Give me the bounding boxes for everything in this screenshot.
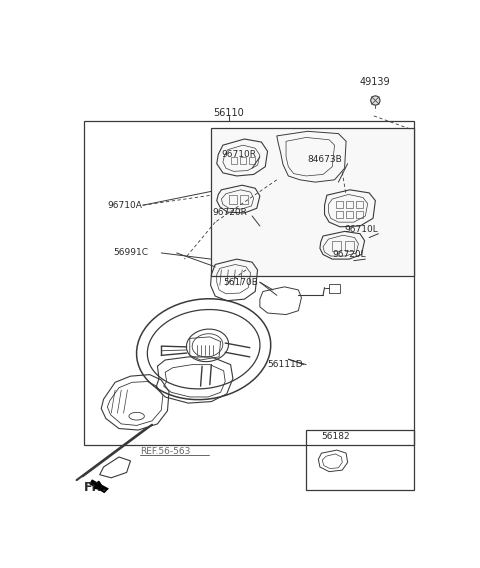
Text: 56110: 56110 <box>214 108 244 118</box>
Text: 96710L: 96710L <box>345 225 378 235</box>
Text: 56991C: 56991C <box>114 248 149 257</box>
Text: FR.: FR. <box>84 481 108 494</box>
Text: 49139: 49139 <box>360 77 391 87</box>
Bar <box>306 430 414 490</box>
Text: 84673B: 84673B <box>308 154 342 164</box>
Text: 96720R: 96720R <box>212 208 247 218</box>
Text: 56170B: 56170B <box>223 278 258 287</box>
Circle shape <box>371 96 380 105</box>
Text: 56182: 56182 <box>322 432 350 441</box>
Bar <box>211 128 414 276</box>
Polygon shape <box>89 479 109 493</box>
Text: 56111D: 56111D <box>267 360 303 369</box>
Text: REF.56-563: REF.56-563 <box>140 447 190 456</box>
Bar <box>84 120 414 445</box>
Text: 96710A: 96710A <box>108 201 142 210</box>
Text: 96710R: 96710R <box>221 150 256 159</box>
Text: 96720L: 96720L <box>332 250 366 259</box>
